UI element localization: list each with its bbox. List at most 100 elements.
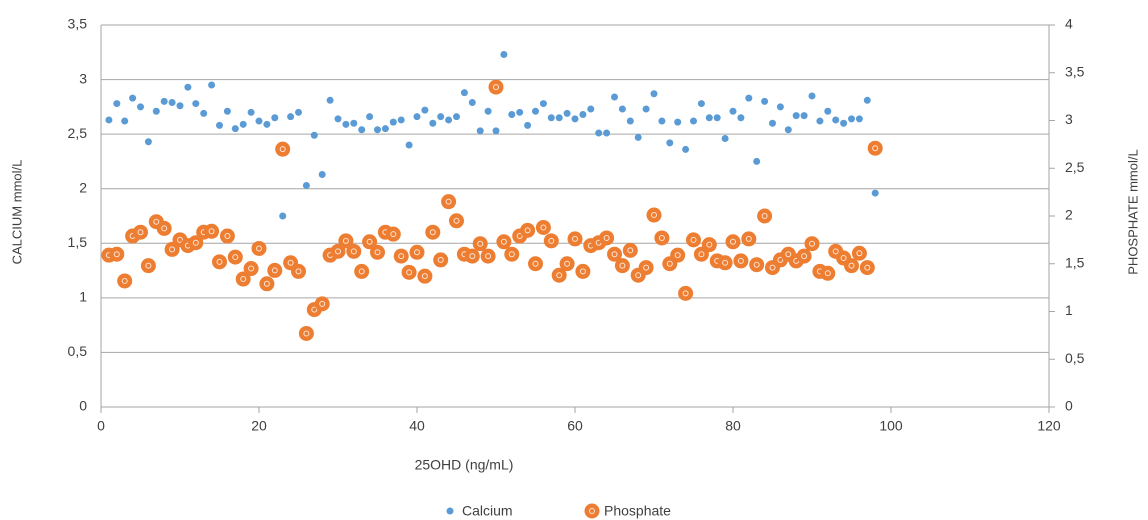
- point-center: [303, 330, 310, 337]
- point: [227, 249, 243, 265]
- point: [622, 242, 638, 258]
- point: [413, 113, 421, 121]
- point-center: [722, 259, 729, 266]
- point: [393, 248, 409, 264]
- y-tick-label: 1: [79, 289, 87, 305]
- point: [863, 96, 871, 104]
- point: [741, 231, 757, 247]
- point: [239, 120, 247, 128]
- point-center: [500, 238, 507, 245]
- point: [231, 125, 239, 133]
- point: [310, 131, 318, 139]
- point: [441, 194, 457, 210]
- point: [595, 129, 603, 137]
- point: [832, 116, 840, 124]
- point: [721, 135, 729, 143]
- point: [607, 246, 622, 262]
- point: [200, 109, 208, 117]
- point: [543, 233, 559, 249]
- point: [137, 103, 144, 111]
- point-center: [777, 256, 784, 263]
- point: [160, 97, 168, 105]
- point: [358, 126, 366, 134]
- point-center: [556, 272, 563, 279]
- point: [725, 234, 741, 250]
- point: [184, 83, 192, 91]
- point-center: [485, 253, 492, 260]
- point-center: [832, 248, 839, 255]
- point: [859, 260, 875, 276]
- point: [484, 107, 492, 115]
- point-center: [619, 262, 626, 269]
- point-center: [398, 253, 405, 260]
- point-center: [153, 218, 160, 225]
- point: [567, 231, 583, 247]
- y-tick-label: 3: [79, 70, 87, 86]
- point-center: [643, 264, 650, 271]
- x-tick-label: 100: [879, 418, 903, 434]
- point: [326, 96, 334, 104]
- point: [563, 109, 571, 117]
- point: [121, 117, 129, 125]
- point: [480, 248, 496, 264]
- point-center: [801, 253, 808, 260]
- point: [547, 114, 555, 122]
- point: [334, 115, 342, 123]
- point: [796, 248, 812, 264]
- y2-tick-label: 0: [1065, 398, 1073, 414]
- point-center: [263, 280, 270, 287]
- point: [686, 232, 701, 248]
- point: [437, 113, 445, 121]
- point: [579, 110, 587, 118]
- point: [697, 100, 705, 108]
- point: [535, 219, 551, 235]
- point: [524, 121, 532, 129]
- legend-marker: [446, 507, 454, 515]
- point-center: [658, 234, 665, 241]
- point: [603, 129, 611, 137]
- y2-tick-label: 0,5: [1065, 350, 1085, 366]
- point: [204, 223, 220, 239]
- x-tick-label: 20: [251, 418, 267, 434]
- point: [105, 116, 113, 124]
- point: [389, 118, 397, 126]
- point: [504, 246, 520, 262]
- point-center: [169, 246, 176, 253]
- point: [670, 247, 686, 263]
- y2-tick-label: 2,5: [1065, 159, 1085, 175]
- y-tick-label: 1,5: [68, 234, 88, 250]
- point: [733, 253, 749, 269]
- y-axis-label: CALCIUM mmol/L: [9, 160, 24, 265]
- point-center: [840, 255, 847, 262]
- point: [528, 256, 543, 272]
- point: [271, 114, 279, 122]
- point: [555, 114, 563, 122]
- point: [144, 138, 152, 146]
- point: [575, 263, 591, 279]
- point-center: [730, 238, 736, 245]
- point-center: [414, 249, 420, 256]
- point: [650, 90, 658, 98]
- point-center: [429, 229, 436, 236]
- point-center: [690, 236, 697, 243]
- point: [409, 244, 425, 260]
- point: [761, 97, 769, 105]
- point-center: [477, 240, 484, 247]
- point: [302, 181, 310, 189]
- y-tick-label: 0,5: [68, 343, 88, 359]
- legend-label: Phosphate: [604, 503, 671, 519]
- point: [291, 263, 306, 279]
- point: [279, 212, 287, 220]
- point-center: [390, 231, 397, 238]
- legend-label: Calcium: [462, 503, 513, 519]
- point: [251, 240, 267, 256]
- point-center: [493, 84, 499, 91]
- point: [109, 246, 125, 262]
- point: [559, 256, 575, 272]
- point: [338, 233, 354, 249]
- point: [666, 139, 674, 147]
- point: [808, 92, 816, 100]
- point-center: [469, 253, 476, 260]
- point-center: [319, 300, 326, 307]
- point-center: [603, 234, 610, 241]
